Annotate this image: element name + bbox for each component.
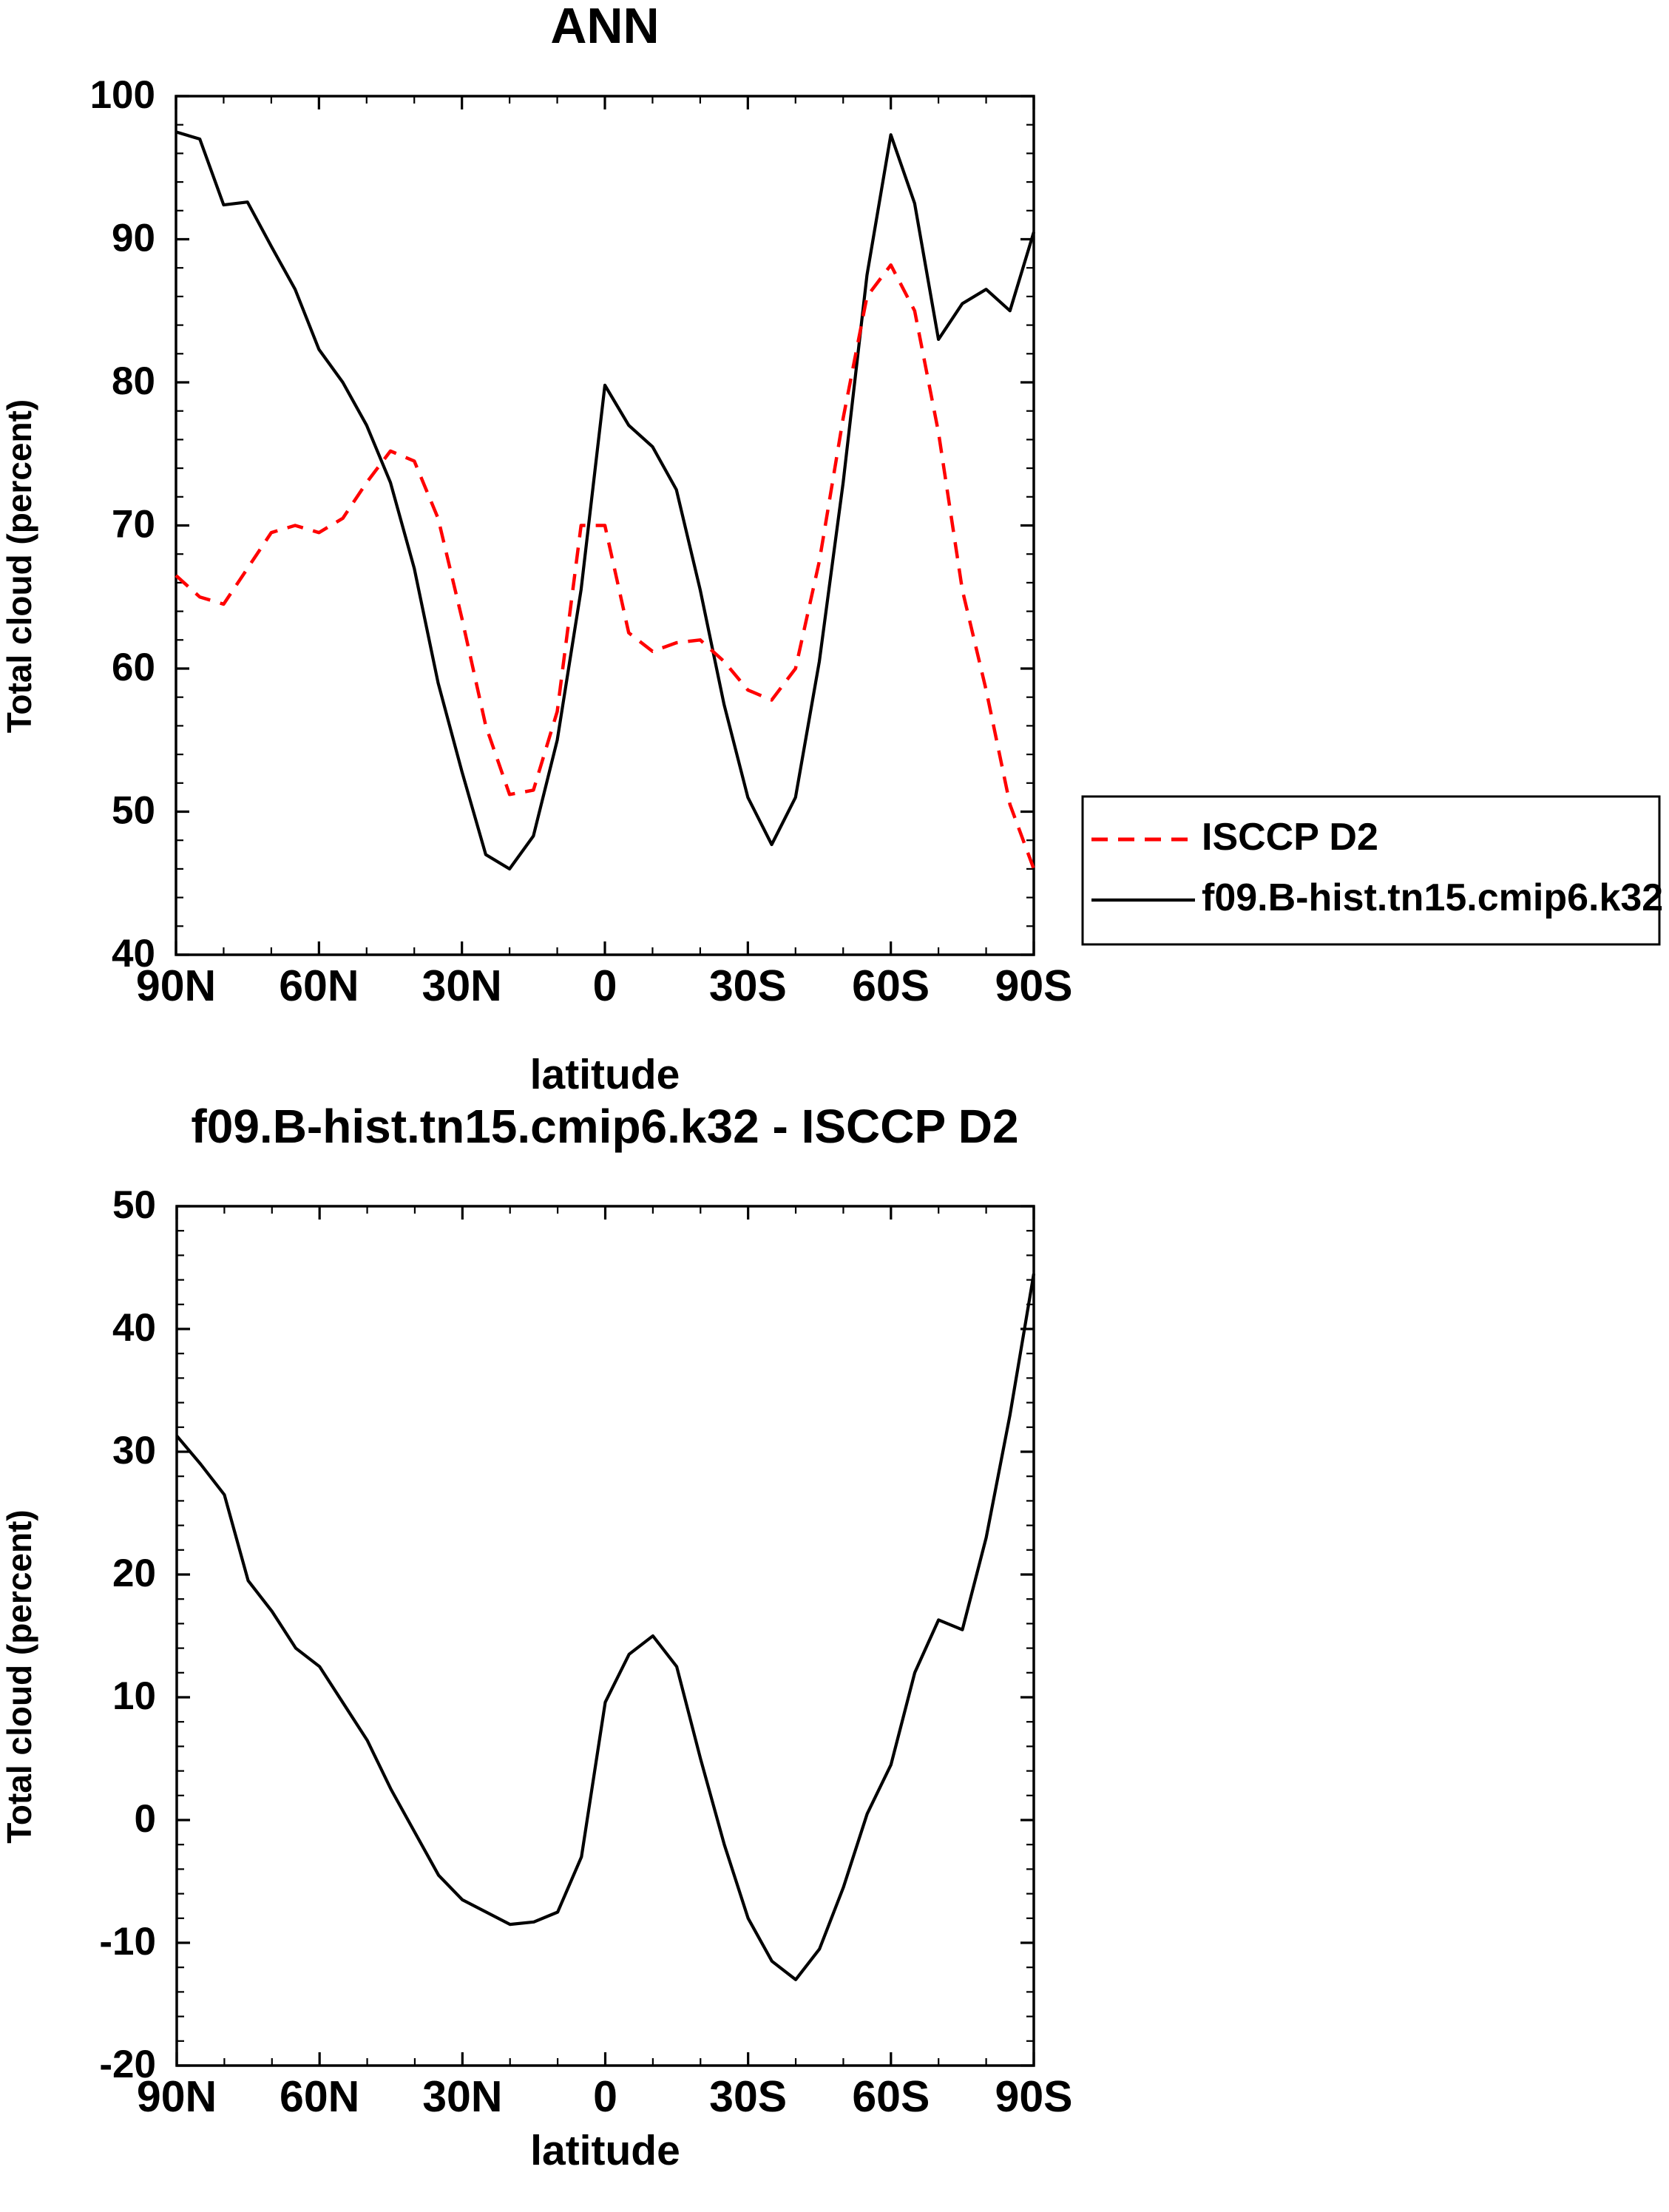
svg-text:f09.B-hist.tn15.cmip6.k32: f09.B-hist.tn15.cmip6.k32	[1202, 876, 1663, 919]
svg-text:latitude: latitude	[530, 1051, 680, 1098]
svg-text:-10: -10	[99, 1920, 156, 1964]
svg-text:30S: 30S	[709, 961, 787, 1010]
svg-text:100: 100	[90, 73, 155, 117]
svg-text:80: 80	[112, 359, 155, 403]
svg-text:30S: 30S	[709, 2072, 787, 2121]
svg-text:f09.B-hist.tn15.cmip6.k32 - IS: f09.B-hist.tn15.cmip6.k32 - ISCCP D2	[191, 1100, 1018, 1153]
svg-text:0: 0	[593, 961, 617, 1010]
svg-text:50: 50	[112, 1183, 156, 1227]
svg-text:60S: 60S	[852, 2072, 930, 2121]
svg-text:Total cloud (percent): Total cloud (percent)	[0, 1509, 38, 1844]
svg-text:20: 20	[112, 1552, 156, 1595]
svg-text:50: 50	[112, 789, 155, 833]
svg-text:Total cloud (percent): Total cloud (percent)	[0, 399, 38, 734]
svg-text:30N: 30N	[422, 961, 502, 1010]
svg-text:90S: 90S	[995, 961, 1073, 1010]
svg-text:90: 90	[112, 217, 155, 260]
svg-text:30: 30	[112, 1429, 156, 1472]
svg-text:90N: 90N	[136, 961, 216, 1010]
svg-text:ANN: ANN	[550, 0, 659, 54]
svg-text:90N: 90N	[137, 2072, 217, 2121]
svg-text:0: 0	[135, 1797, 156, 1841]
svg-text:10: 10	[112, 1674, 156, 1718]
svg-text:latitude: latitude	[530, 2127, 680, 2174]
svg-text:70: 70	[112, 503, 155, 547]
svg-text:40: 40	[112, 1306, 156, 1350]
svg-text:60: 60	[112, 646, 155, 689]
svg-text:60N: 60N	[280, 2072, 359, 2121]
svg-text:60S: 60S	[852, 961, 930, 1010]
svg-text:30N: 30N	[422, 2072, 502, 2121]
svg-text:ISCCP D2: ISCCP D2	[1202, 816, 1378, 859]
svg-text:60N: 60N	[279, 961, 359, 1010]
svg-text:90S: 90S	[995, 2072, 1073, 2121]
svg-text:0: 0	[593, 2072, 617, 2121]
